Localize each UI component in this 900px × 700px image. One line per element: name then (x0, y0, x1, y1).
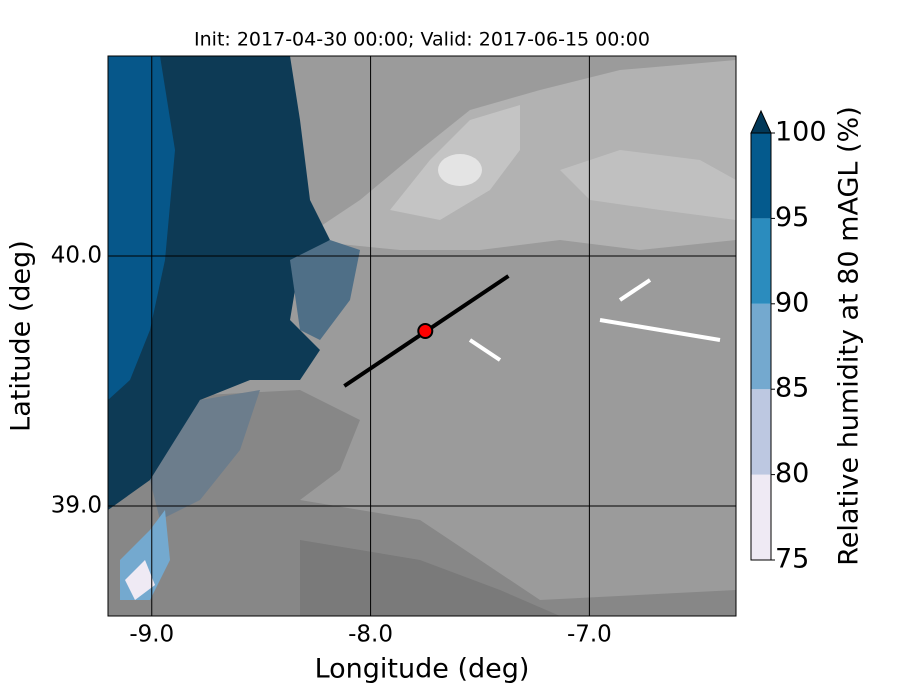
y-axis-label: Latitude (deg) (6, 240, 37, 432)
x-tick-label: -7.0 (567, 622, 612, 648)
colorbar-tick-label: 95 (775, 202, 809, 233)
y-tick-label: 40.0 (51, 243, 102, 269)
title: Init: 2017-04-30 00:00; Valid: 2017-06-1… (194, 29, 650, 51)
colorbar-frame (750, 132, 772, 561)
colorbar-tick-label: 75 (775, 544, 809, 575)
colorbar-tick-label: 100 (775, 117, 827, 148)
colorbar-tick-label: 85 (775, 373, 809, 404)
point-marker (417, 323, 434, 339)
colorbar-bin (751, 218, 771, 304)
colorbar-extend (750, 109, 772, 134)
terrain (108, 56, 736, 616)
colorbar-bin (751, 389, 771, 475)
colorbar-tick-label: 80 (775, 458, 809, 489)
colorbar-bin (751, 303, 771, 390)
x-axis-label: Longitude (deg) (315, 654, 530, 685)
colorbar-tick-label: 90 (775, 287, 809, 318)
colorbar-bin (751, 133, 771, 219)
colorbar-bin (751, 474, 771, 560)
plot-frame (107, 55, 737, 617)
x-tick-label: -9.0 (129, 622, 174, 648)
x-tick-label: -8.0 (348, 622, 393, 648)
colorbar-label: Relative humidity at 80 mAGL (%) (834, 106, 865, 566)
y-tick-label: 39.0 (51, 493, 102, 519)
graticule (108, 56, 736, 616)
